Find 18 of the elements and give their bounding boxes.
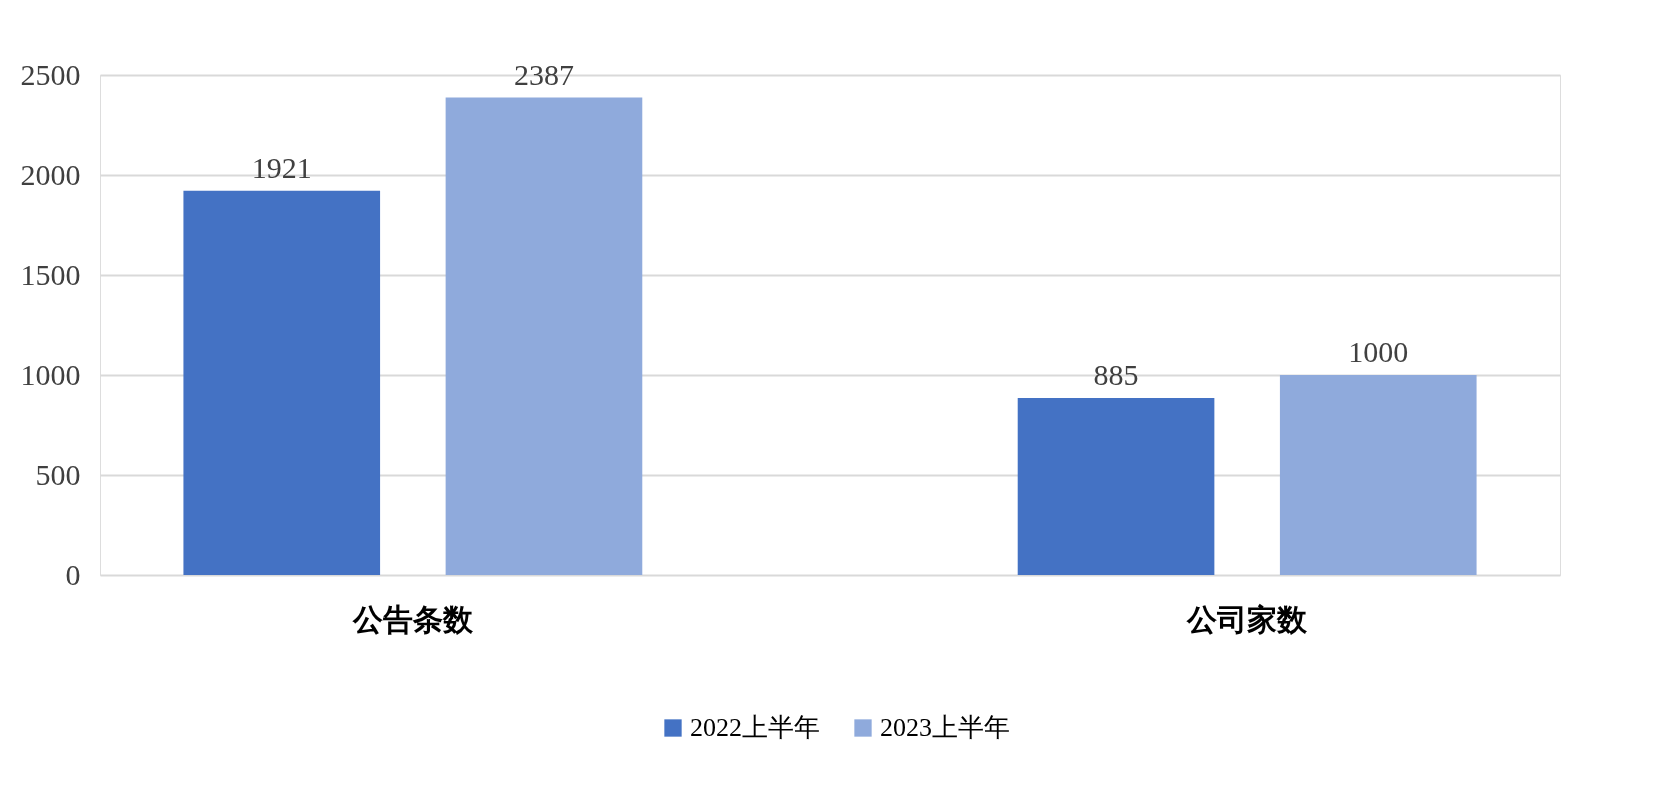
data-label: 2387 xyxy=(513,57,574,91)
data-label: 1000 xyxy=(1348,335,1409,368)
bar xyxy=(1279,375,1477,575)
x-tick-label: 公告条数 xyxy=(351,602,474,636)
y-tick-label: 2500 xyxy=(20,57,81,91)
y-tick-label: 1500 xyxy=(20,257,81,291)
bar xyxy=(445,97,643,575)
y-tick-label: 500 xyxy=(35,457,81,491)
x-tick-label: 公司家数 xyxy=(1186,602,1309,636)
data-label: 1921 xyxy=(251,150,312,184)
y-tick-label: 2000 xyxy=(20,157,81,191)
bar xyxy=(183,190,381,575)
legend-label: 2022上半年 xyxy=(690,713,820,742)
y-tick-label: 0 xyxy=(65,557,81,591)
y-tick-label: 1000 xyxy=(20,357,81,391)
legend-label: 2023上半年 xyxy=(880,713,1010,742)
data-label: 885 xyxy=(1093,358,1139,391)
bar xyxy=(1017,398,1215,575)
